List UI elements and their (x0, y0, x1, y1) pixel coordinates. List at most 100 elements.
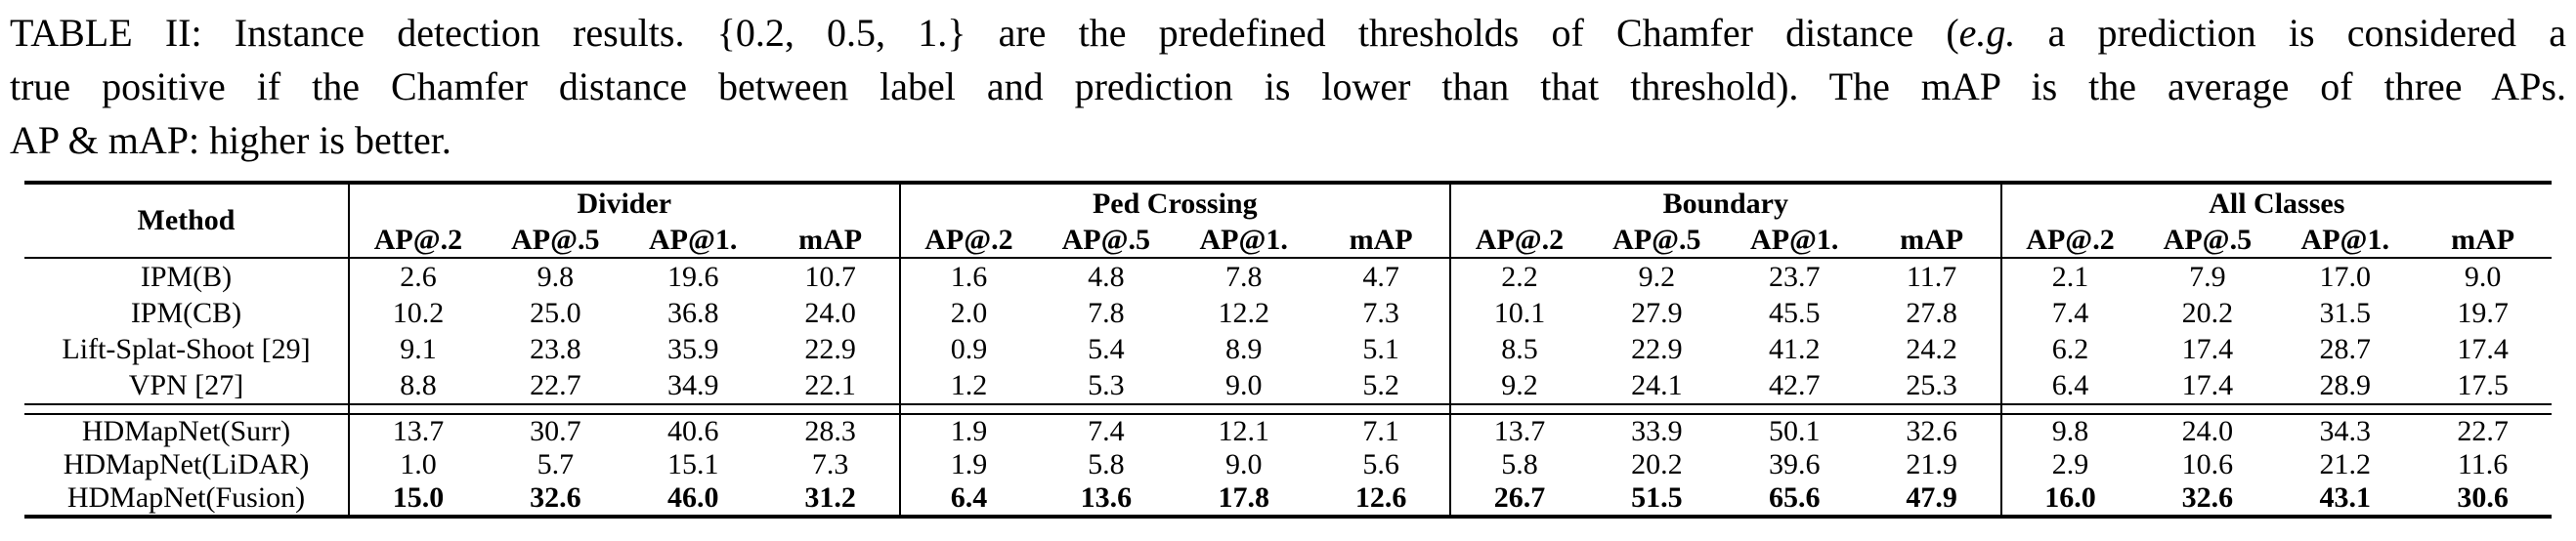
value-cell: 15.0 (348, 481, 487, 517)
caption-italic-eg: e.g. (1958, 11, 2016, 55)
value-cell: 17.8 (1218, 481, 1269, 514)
rule-spacer-cell (1312, 403, 1451, 415)
method-cell: HDMapNet(LiDAR) (63, 448, 310, 480)
value-cell: 2.6 (348, 258, 487, 295)
subheader-ped-map: mAP (1312, 224, 1451, 259)
value-cell: 5.6 (1362, 448, 1399, 480)
caption-line-2: true positive if the Chamfer distance be… (10, 64, 2566, 108)
method-column-header: Method (24, 183, 349, 259)
double-rule-spacer (24, 403, 2553, 415)
value-cell: 0.9 (898, 331, 1038, 367)
value-cell: 12.2 (1218, 296, 1269, 329)
value-cell: 9.2 (1449, 367, 1588, 404)
value-cell: 13.7 (348, 414, 487, 448)
value-cell: 27.9 (1631, 296, 1683, 329)
value-cell: 22.7 (530, 368, 581, 401)
value-cell: 2.1 (1999, 258, 2139, 295)
group-header-boundary: Boundary (1449, 183, 2001, 224)
rule-spacer-cell (898, 403, 1038, 415)
caption-text-post: a prediction is considered a (2015, 11, 2566, 55)
method-cell: VPN [27] (128, 368, 244, 401)
table-row: IPM(B) 2.6 9.8 19.6 10.7 1.6 4.8 7.8 4.7 2.2 9.2 23… (24, 258, 2552, 295)
subheader-divider-ap02: AP@.2 (348, 224, 487, 259)
value-cell: 8.9 (1224, 332, 1263, 365)
value-cell: 17.4 (2457, 332, 2509, 365)
value-cell: 45.5 (1768, 296, 1821, 329)
rule-spacer-cell (1725, 403, 1864, 415)
value-cell: 25.0 (530, 296, 581, 329)
value-cell: 9.8 (537, 260, 575, 293)
table-subheader-row: AP@.2 AP@.5 AP@1. mAP AP@.2 AP@.5 AP@1. … (24, 224, 2553, 259)
table-row: HDMapNet(LiDAR) 1.0 5.7 15.1 7.3 1.9 5.8 9.0 5.6… (24, 448, 2552, 481)
value-cell: 50.1 (1768, 415, 1821, 447)
value-cell: 6.4 (1999, 367, 2139, 404)
value-cell: 10.7 (804, 260, 856, 293)
value-cell: 7.3 (811, 448, 849, 480)
subheader-divider-map: mAP (761, 224, 900, 259)
value-cell: 9.8 (1999, 414, 2139, 448)
value-cell: 17.0 (2319, 260, 2372, 293)
caption-text-pre: TABLE II: Instance detection results. {0… (10, 11, 1959, 55)
value-cell: 10.1 (1449, 295, 1588, 331)
rule-spacer-cell (1999, 403, 2139, 415)
method-cell: Lift-Splat-Shoot [29] (62, 332, 311, 365)
table-row: VPN [27] 8.8 22.7 34.9 22.1 1.2 5.3 9.0 5.2 9.2 24… (24, 367, 2552, 404)
rule-spacer-cell (1449, 403, 1588, 415)
value-cell: 12.1 (1218, 415, 1269, 447)
rule-spacer-cell (1037, 403, 1176, 415)
value-cell: 7.1 (1362, 415, 1399, 447)
value-cell: 28.9 (2319, 368, 2372, 401)
value-cell: 26.7 (1449, 481, 1588, 517)
rule-spacer-cell (761, 403, 900, 415)
subheader-all-ap05: AP@.5 (2138, 224, 2277, 259)
method-cell: IPM(CB) (130, 296, 242, 329)
subheader-divider-ap05: AP@.5 (486, 224, 624, 259)
value-cell: 40.6 (666, 415, 719, 447)
value-cell: 30.6 (2457, 481, 2509, 514)
value-cell: 9.2 (1638, 260, 1676, 293)
subheader-boundary-map: mAP (1863, 224, 2001, 259)
table-caption: TABLE II: Instance detection results. {0… (0, 0, 2576, 167)
value-cell: 27.8 (1906, 296, 1957, 329)
value-cell: 17.4 (2181, 368, 2234, 401)
rule-spacer-cell (1175, 403, 1313, 415)
value-cell: 2.0 (898, 295, 1038, 331)
value-cell: 11.7 (1906, 260, 1957, 293)
value-cell: 10.6 (2181, 448, 2234, 480)
caption-line-1: TABLE II: Instance detection results. {0… (10, 6, 2566, 60)
rule-spacer-cell (2414, 403, 2553, 415)
value-cell: 32.6 (530, 481, 581, 514)
table-row: Lift-Splat-Shoot [29] 9.1 23.8 35.9 22.9 0.9 5… (24, 331, 2552, 367)
value-cell: 5.2 (1362, 368, 1399, 401)
value-cell: 34.9 (666, 368, 719, 401)
subheader-boundary-ap02: AP@.2 (1449, 224, 1588, 259)
value-cell: 8.5 (1449, 331, 1588, 367)
value-cell: 7.8 (1088, 296, 1125, 329)
value-cell: 8.8 (348, 367, 487, 404)
value-cell: 20.2 (1631, 448, 1683, 480)
value-cell: 16.0 (1999, 481, 2139, 517)
method-cell: IPM(B) (140, 260, 233, 293)
value-cell: 15.1 (666, 448, 719, 480)
value-cell: 5.4 (1088, 332, 1125, 365)
rule-spacer-cell (2276, 403, 2415, 415)
value-cell: 1.9 (898, 448, 1038, 481)
subheader-boundary-ap1: AP@1. (1725, 224, 1864, 259)
value-cell: 34.3 (2319, 415, 2372, 447)
value-cell: 17.4 (2181, 332, 2234, 365)
rule-spacer-cell (623, 403, 762, 415)
value-cell: 7.4 (1088, 415, 1125, 447)
value-cell: 22.9 (804, 332, 856, 365)
subheader-divider-ap1: AP@1. (623, 224, 762, 259)
value-cell: 6.2 (1999, 331, 2139, 367)
value-cell: 9.1 (348, 331, 487, 367)
value-cell: 1.0 (348, 448, 487, 481)
value-cell: 7.4 (1999, 295, 2139, 331)
value-cell: 1.6 (898, 258, 1038, 295)
rule-spacer-cell (486, 403, 624, 415)
value-cell: 65.6 (1768, 481, 1821, 514)
value-cell: 11.6 (2457, 448, 2509, 480)
value-cell: 28.7 (2319, 332, 2372, 365)
value-cell: 4.8 (1088, 260, 1125, 293)
value-cell: 10.2 (348, 295, 487, 331)
